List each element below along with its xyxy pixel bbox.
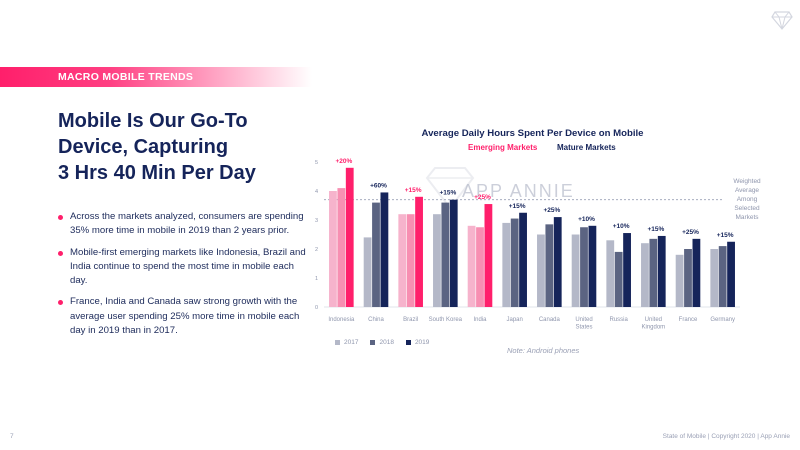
bar-2017 bbox=[433, 214, 441, 307]
growth-label: +15% bbox=[717, 232, 734, 239]
section-banner-label: MACRO MOBILE TRENDS bbox=[58, 71, 194, 83]
bar-2019 bbox=[519, 212, 527, 307]
weighted-average-label-line: Weighted bbox=[733, 178, 761, 185]
bar-2017 bbox=[502, 222, 511, 307]
page-title-line: Mobile Is Our Go-To bbox=[58, 110, 248, 132]
bar-2018 bbox=[476, 227, 484, 307]
legend-swatch bbox=[370, 340, 376, 345]
mature-markets-label: Mature Markets bbox=[557, 143, 616, 152]
category-label: Brazil bbox=[403, 317, 418, 323]
growth-label: +60% bbox=[370, 182, 387, 189]
growth-label: +10% bbox=[613, 223, 630, 230]
bar-2018 bbox=[580, 227, 588, 307]
page-title: Mobile Is Our Go-To Device, Capturing 3 … bbox=[58, 108, 318, 186]
bar-2017 bbox=[675, 254, 684, 307]
chart-note: Note: Android phones bbox=[507, 346, 580, 355]
y-tick-label: 2 bbox=[315, 247, 318, 253]
section-banner: MACRO MOBILE TRENDS bbox=[0, 67, 312, 87]
bar-2018 bbox=[337, 188, 346, 307]
category-label: Canada bbox=[539, 317, 561, 323]
weighted-average-label-line: Among bbox=[736, 196, 758, 203]
category-label: Japan bbox=[506, 317, 522, 323]
legend-item-2019: 2019 bbox=[405, 339, 430, 346]
bar-2019 bbox=[484, 204, 493, 307]
category-label: Russia bbox=[609, 317, 628, 323]
bar-2018 bbox=[510, 218, 519, 307]
bar-2018 bbox=[372, 202, 380, 307]
app-annie-diamond-icon bbox=[771, 11, 793, 30]
bar-2019 bbox=[553, 217, 562, 307]
page-number: 7 bbox=[10, 433, 14, 440]
bar-2019 bbox=[692, 238, 701, 307]
bar-2017 bbox=[710, 249, 719, 307]
category-label: United bbox=[575, 317, 592, 323]
legend-item-2017: 2017 bbox=[335, 339, 358, 346]
chart-title: Average Daily Hours Spent Per Device on … bbox=[421, 128, 644, 139]
bar-2017 bbox=[398, 214, 407, 307]
weighted-average-label-line: Selected bbox=[734, 205, 760, 212]
bar-2017 bbox=[641, 243, 649, 307]
bullet-list: Across the markets analyzed, consumers a… bbox=[58, 210, 308, 345]
watermark-text: APP ANNIE bbox=[462, 181, 575, 201]
legend-item-2018: 2018 bbox=[370, 339, 394, 346]
footer-copyright: State of Mobile | Copyright 2020 | App A… bbox=[662, 433, 790, 440]
bar-2018 bbox=[614, 251, 623, 307]
category-label: Germany bbox=[710, 317, 735, 323]
bar-2017 bbox=[571, 234, 580, 307]
bar-2019 bbox=[623, 233, 631, 307]
page-title-line: 3 Hrs 40 Min Per Day bbox=[58, 162, 256, 184]
bar-2017 bbox=[537, 234, 545, 307]
page-title-line: Device, Capturing bbox=[58, 136, 229, 158]
legend-label: 2017 bbox=[344, 339, 359, 346]
y-tick-label: 3 bbox=[315, 218, 318, 224]
category-label: China bbox=[368, 317, 384, 323]
bar-2019 bbox=[449, 199, 458, 307]
bar-2019 bbox=[415, 196, 423, 307]
growth-label: +25% bbox=[682, 229, 699, 236]
category-label: India bbox=[473, 317, 487, 323]
growth-label: +10% bbox=[578, 216, 595, 223]
legend-label: 2019 bbox=[414, 339, 430, 346]
y-tick-label: 4 bbox=[315, 189, 318, 195]
bar-2017 bbox=[606, 240, 615, 307]
bullet-item: France, India and Canada saw strong grow… bbox=[58, 295, 308, 338]
bar-2019 bbox=[657, 235, 666, 307]
emerging-markets-label: Emerging Markets bbox=[468, 143, 538, 152]
bar-2018 bbox=[441, 202, 450, 307]
bar-2017 bbox=[363, 237, 372, 307]
category-label: South Korea bbox=[429, 317, 463, 323]
growth-label: +15% bbox=[647, 226, 664, 233]
growth-label: +20% bbox=[335, 158, 352, 165]
bar-2018 bbox=[684, 249, 692, 307]
growth-label: +15% bbox=[405, 187, 422, 194]
weighted-average-label-line: Markets bbox=[735, 214, 759, 221]
bar-2018 bbox=[406, 214, 415, 307]
y-tick-label: 1 bbox=[315, 276, 318, 282]
bar-2019 bbox=[588, 225, 597, 307]
category-label: States bbox=[575, 325, 592, 331]
app-annie-watermark-icon bbox=[425, 167, 475, 210]
category-label: France bbox=[679, 317, 698, 323]
y-tick-label: 0 bbox=[315, 305, 318, 311]
bar-2018 bbox=[718, 246, 727, 307]
bar-2019 bbox=[727, 241, 735, 307]
bullet-item: Across the markets analyzed, consumers a… bbox=[58, 210, 308, 239]
legend-label: 2018 bbox=[379, 339, 394, 346]
weighted-average-label-line: Average bbox=[734, 187, 760, 194]
bar-2019 bbox=[380, 192, 389, 307]
bar-2019 bbox=[345, 167, 354, 307]
bullet-item: Mobile-first emerging markets like Indon… bbox=[58, 246, 308, 289]
bar-2017 bbox=[329, 191, 337, 307]
legend-swatch bbox=[405, 340, 411, 345]
category-label: Kingdom bbox=[641, 325, 665, 331]
bar-2017 bbox=[467, 225, 476, 307]
chart-legend: 2017 2018 2019 bbox=[335, 339, 429, 346]
bar-2018 bbox=[545, 224, 554, 307]
bar-2018 bbox=[649, 238, 658, 307]
category-label: Indonesia bbox=[328, 317, 355, 323]
weighted-average-label: Weighted Average Among Selected Markets bbox=[724, 177, 770, 222]
legend-swatch bbox=[335, 340, 340, 345]
category-label: United bbox=[645, 317, 662, 323]
